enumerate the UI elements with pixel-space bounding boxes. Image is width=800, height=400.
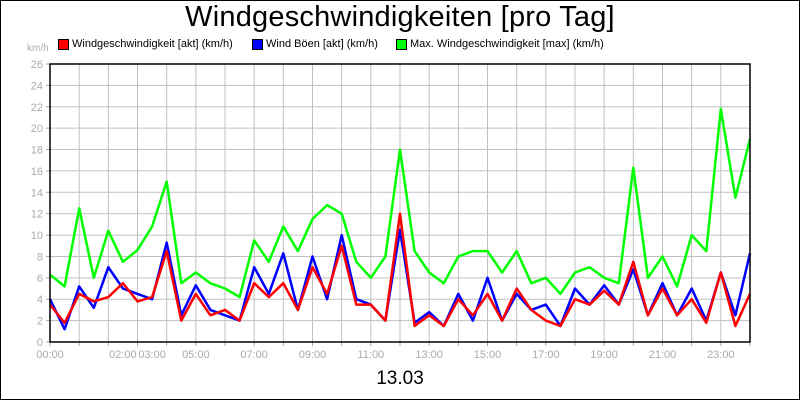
y-tick-label: 2 xyxy=(37,316,43,328)
y-tick-label: 22 xyxy=(31,102,43,114)
chart-title: Windgeschwindigkeiten [pro Tag] xyxy=(185,1,615,33)
series-line-0 xyxy=(49,212,752,328)
x-tick-label: 03:00 xyxy=(138,349,166,361)
y-tick-label: 0 xyxy=(37,337,43,349)
plot-border xyxy=(49,63,751,343)
x-tick-label: 11:00 xyxy=(357,349,384,361)
y-tick-label: 20 xyxy=(31,123,43,135)
y-tick-label: 14 xyxy=(31,187,43,199)
x-tick-label: 15:00 xyxy=(474,349,502,361)
legend-swatch-blue xyxy=(252,38,263,50)
legend-swatch-red xyxy=(58,38,69,50)
x-tick-label: 02:00 xyxy=(109,349,137,361)
y-tick-label: 16 xyxy=(31,166,43,178)
x-tick-label: 23:00 xyxy=(707,349,735,361)
y-tick-label: 10 xyxy=(31,230,43,242)
y-tick-label: 6 xyxy=(37,273,43,285)
y-tick-label: 26 xyxy=(31,59,43,71)
legend-item-windgeschwindigkeit: Windgeschwindigkeit [akt] (km/h) xyxy=(58,38,233,50)
legend-item-wind-boeen: Wind Böen [akt] (km/h) xyxy=(252,38,378,50)
legend-item-max-windgeschwindigkeit: Max. Windgeschwindigkeit [max] (km/h) xyxy=(396,38,604,50)
y-tick-label: 4 xyxy=(37,294,43,306)
x-tick-label: 19:00 xyxy=(590,349,618,361)
y-tick-label: 12 xyxy=(31,209,43,221)
y-axis-unit: km/h xyxy=(27,43,49,54)
x-tick-label: 05:00 xyxy=(182,349,210,361)
y-tick-label: 24 xyxy=(31,80,43,92)
y-tick-label: 8 xyxy=(37,251,43,263)
x-tick-label: 07:00 xyxy=(240,349,268,361)
legend-label: Max. Windgeschwindigkeit [max] (km/h) xyxy=(410,38,604,50)
y-tick-label: 18 xyxy=(31,145,43,157)
series-line-2 xyxy=(49,107,752,299)
x-tick-label: 17:00 xyxy=(532,349,560,361)
series-line-1 xyxy=(48,228,752,331)
legend-label: Wind Böen [akt] (km/h) xyxy=(266,38,378,50)
legend-swatch-green xyxy=(396,38,407,50)
date-label: 13.03 xyxy=(376,368,424,389)
x-tick-label: 00:00 xyxy=(36,349,64,361)
x-tick-label: 21:00 xyxy=(649,349,677,361)
x-tick-label: 13:00 xyxy=(415,349,443,361)
x-tick-label: 09:00 xyxy=(299,349,327,361)
legend-label: Windgeschwindigkeit [akt] (km/h) xyxy=(72,38,233,50)
